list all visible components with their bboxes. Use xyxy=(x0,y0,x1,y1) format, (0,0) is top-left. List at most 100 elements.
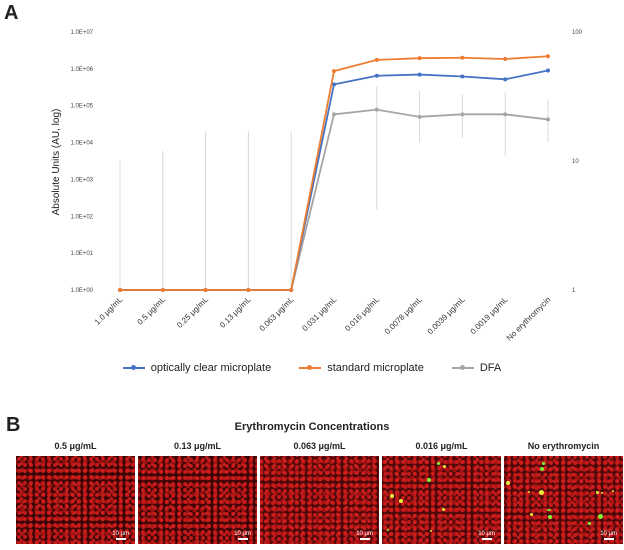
microscopy-panel: 0.13 μg/mL 10 μm xyxy=(138,440,257,544)
legend-swatch-blue xyxy=(122,365,145,370)
data-point xyxy=(503,57,508,62)
green-cell xyxy=(548,515,552,519)
x-tick-label: 0.13 μg/mL xyxy=(218,295,253,330)
scale-bar: 10 μm xyxy=(600,531,617,540)
scale-bar-label: 10 μm xyxy=(356,531,373,537)
green-cell xyxy=(539,490,544,495)
scale-bar-label: 10 μm xyxy=(478,531,495,537)
data-point xyxy=(160,288,165,292)
data-point xyxy=(289,288,294,292)
series-line-1 xyxy=(120,55,549,291)
green-cell xyxy=(540,467,544,471)
y-tick-label: 1.0E+01 xyxy=(70,251,93,257)
microscopy-title: Erythromycin Concentrations xyxy=(234,421,390,433)
y-tick-label: 1.0E+06 xyxy=(70,67,93,73)
data-point xyxy=(374,57,379,62)
y-tick-label: 1.0E+04 xyxy=(70,141,93,147)
scale-bar: 10 μm xyxy=(478,531,495,540)
microscopy-panel: 0.016 μg/mL 10 μm xyxy=(382,440,501,544)
data-point xyxy=(332,112,336,117)
y-axis-label: Absolute Units (AU, log) xyxy=(51,109,62,216)
scale-bar-label: 10 μm xyxy=(112,531,129,537)
x-tick-label: No erythromycin xyxy=(505,295,553,343)
panel-a-label: A xyxy=(4,2,19,24)
data-point xyxy=(417,56,422,61)
fluorescence-image: 10 μm xyxy=(16,456,135,544)
x-tick-label: 0.063 μg/mL xyxy=(258,295,296,333)
green-cell xyxy=(427,478,431,482)
x-tick-label: 0.5 μg/mL xyxy=(136,295,168,327)
green-cell xyxy=(547,509,549,511)
data-point xyxy=(460,55,465,60)
data-point xyxy=(460,74,465,79)
scale-bar-line xyxy=(237,538,248,540)
fluorescence-image: 10 μm xyxy=(504,456,623,544)
data-point xyxy=(332,69,336,74)
microscopy-panel-label: 0.063 μg/mL xyxy=(293,441,346,451)
x-tick-label: 0.016 μg/mL xyxy=(343,295,381,333)
green-cell xyxy=(390,494,394,498)
green-cell xyxy=(542,462,545,465)
data-point xyxy=(460,112,465,117)
green-cell xyxy=(601,492,603,494)
data-point xyxy=(374,73,379,78)
scale-bar-label: 10 μm xyxy=(234,531,251,537)
legend-swatch-orange xyxy=(299,365,322,370)
data-point xyxy=(503,112,508,117)
green-cell xyxy=(612,490,614,492)
data-point xyxy=(417,114,422,119)
microscopy-panel-label: 0.5 μg/mL xyxy=(54,441,97,451)
data-point xyxy=(118,288,122,292)
green-cell xyxy=(528,491,530,493)
x-tick-label: 0.25 μg/mL xyxy=(175,295,210,330)
fluorescence-image: 10 μm xyxy=(138,456,257,544)
legend-label: DFA xyxy=(479,362,502,374)
legend-label: standard microplate xyxy=(327,362,424,374)
scale-bar: 10 μm xyxy=(234,531,251,540)
green-cell xyxy=(530,513,533,516)
data-point xyxy=(503,77,508,82)
x-tick-label: 0.031 μg/mL xyxy=(300,295,338,333)
scale-bar: 10 μm xyxy=(112,531,129,540)
legend-item-optically-clear: optically clear microplate xyxy=(122,362,271,374)
y-tick-label: 1.0E+03 xyxy=(70,177,93,183)
green-cell xyxy=(596,491,599,494)
data-point xyxy=(374,107,379,112)
scale-bar-line xyxy=(115,538,126,540)
scale-bar-line xyxy=(603,538,614,540)
green-cell xyxy=(506,481,510,485)
legend-swatch-gray xyxy=(451,365,474,370)
series-line-0 xyxy=(120,69,549,291)
chart-legend: optically clear microplate standard micr… xyxy=(0,362,624,374)
fluorescence-image: 10 μm xyxy=(260,456,379,544)
y2-tick-label: 100 xyxy=(572,30,583,36)
green-cell xyxy=(430,530,432,532)
x-tick-label: 0.0019 μg/mL xyxy=(469,295,510,336)
green-cell xyxy=(442,508,445,511)
x-tick-label: 0.0078 μg/mL xyxy=(383,295,424,336)
scale-bar-line xyxy=(359,538,370,540)
data-point xyxy=(417,72,422,77)
green-cell xyxy=(399,499,403,503)
microscopy-panel: No erythromycin 10 μm xyxy=(504,440,623,544)
scale-bar: 10 μm xyxy=(356,531,373,540)
green-cell xyxy=(387,529,389,531)
microscopy-panel-label: No erythromycin xyxy=(527,441,600,451)
green-cell xyxy=(443,465,446,468)
data-point xyxy=(203,288,208,292)
line-chart: 1.0E+00 1.0E+01 1.0E+02 1.0E+03 1.0E+04 1.0E+… xyxy=(51,30,583,343)
y-tick-label: 1.0E+00 xyxy=(70,288,93,294)
scale-bar-label: 10 μm xyxy=(600,531,617,537)
y-tick-label: 1.0E+02 xyxy=(70,214,93,220)
data-point xyxy=(546,54,550,59)
legend-item-dfa: DFA xyxy=(451,362,502,374)
y2-tick-label: 1 xyxy=(572,288,576,294)
x-tick-label: 1.0 μg/mL xyxy=(93,295,125,327)
fluorescence-image: 10 μm xyxy=(382,456,501,544)
green-cell xyxy=(549,509,551,511)
microscopy-panel: 0.063 μg/mL 10 μm xyxy=(260,440,379,544)
legend-item-standard: standard microplate xyxy=(299,362,424,374)
green-cell xyxy=(588,522,591,525)
data-point xyxy=(332,82,336,87)
microscopy-panel-label: 0.016 μg/mL xyxy=(415,441,468,451)
